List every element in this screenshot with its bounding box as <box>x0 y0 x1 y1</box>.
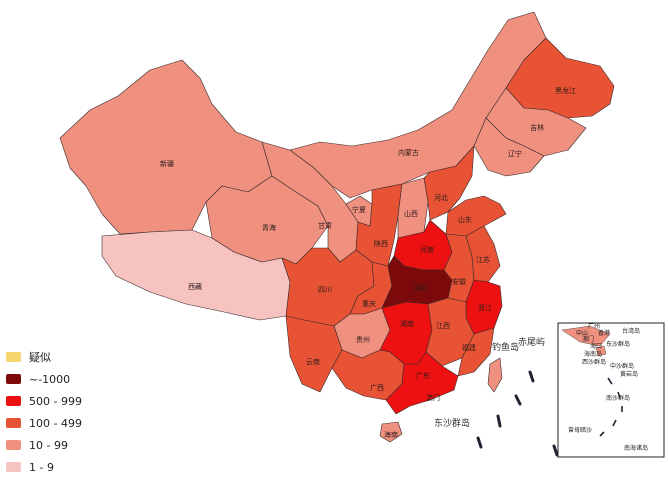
label-fujian: 福建 <box>462 343 476 352</box>
label-zhejiang: 浙江 <box>478 303 492 312</box>
legend-item-100-499[interactable]: 100 - 499 <box>6 412 116 434</box>
inset-title: 南海诸岛 <box>624 444 648 452</box>
legend-item-10-99[interactable]: 10 - 99 <box>6 434 116 456</box>
inset-label-xisha: 西沙群岛 <box>582 358 606 366</box>
region-taiwan[interactable] <box>487 357 503 393</box>
legend-label: 100 - 499 <box>29 416 82 430</box>
label-jiangxi: 江西 <box>436 322 450 330</box>
label-guizhou: 贵州 <box>356 335 370 344</box>
region-fujian[interactable] <box>457 327 495 377</box>
region-jiangsu[interactable] <box>465 225 501 283</box>
label-yunnan: 云南 <box>306 357 320 366</box>
inset-label-huangyan: 黄岩岛 <box>620 370 638 378</box>
legend-swatch <box>6 396 21 406</box>
label-chiwei: 赤尾屿 <box>518 337 545 348</box>
region-shanxi[interactable] <box>397 177 429 239</box>
label-anhui: 安徽 <box>452 277 466 286</box>
region-guangdong[interactable] <box>385 351 459 415</box>
label-chongqing: 重庆 <box>362 299 376 308</box>
label-hubei: 湖北 <box>414 283 428 292</box>
label-aomen: 澳门 <box>426 393 440 402</box>
region-hainan[interactable] <box>379 421 403 443</box>
label-gansu: 甘肃 <box>318 221 332 230</box>
label-hunan: 湖南 <box>400 319 414 328</box>
legend-item-1-9[interactable]: 1 - 9 <box>6 456 116 478</box>
south-china-sea-inset: 广州 中山 澳门 香港 台湾岛 海口 东沙群岛 海南岛 西沙群岛 中沙群岛 黄岩… <box>557 322 665 458</box>
inset-label-haikou: 海口 <box>590 342 602 350</box>
label-xinjiang: 新疆 <box>160 159 174 168</box>
label-guangxi: 广西 <box>370 383 384 392</box>
region-yunnan[interactable] <box>285 315 343 393</box>
legend-swatch <box>6 462 21 472</box>
label-xizang: 西藏 <box>188 282 202 291</box>
region-liaoning[interactable] <box>473 117 545 177</box>
inset-label-zhongsha: 中沙群岛 <box>610 362 634 370</box>
label-henan: 河南 <box>420 245 434 254</box>
legend-label: 10 - 99 <box>29 438 68 452</box>
inset-label-taiwandao: 台湾岛 <box>622 327 640 335</box>
label-neimenggu: 内蒙古 <box>398 148 419 157</box>
label-jiangsu: 江苏 <box>476 255 490 264</box>
label-shandong: 山东 <box>458 215 472 224</box>
legend-item-500-999[interactable]: 500 - 999 <box>6 390 116 412</box>
nine-dash-line <box>476 370 559 457</box>
legend-swatch <box>6 440 21 450</box>
legend-label: 500 - 999 <box>29 394 82 408</box>
label-diaoyu: 钓鱼岛 <box>492 341 519 353</box>
label-jilin: 吉林 <box>530 123 544 132</box>
inset-label-xianggang: 香港 <box>598 329 610 337</box>
label-shanxi: 山西 <box>404 209 418 218</box>
label-sichuan: 四川 <box>318 286 332 294</box>
legend-swatch <box>6 352 21 362</box>
inset-label-aomen: 澳门 <box>582 335 594 343</box>
inset-label-nansha: 南沙群岛 <box>606 394 630 402</box>
legend: 疑似 ~-1000 500 - 999 100 - 499 10 - 99 1 … <box>6 346 116 478</box>
legend-label: 疑似 <box>29 351 51 364</box>
region-qinghai[interactable] <box>205 175 329 265</box>
legend-label: 1 - 9 <box>29 460 54 474</box>
label-guangdong: 广东 <box>416 371 430 380</box>
legend-swatch <box>6 374 21 384</box>
label-shaanxi: 陕西 <box>374 239 388 248</box>
inset-label-dongsha: 东沙群岛 <box>606 340 630 348</box>
legend-label: ~-1000 <box>29 372 71 386</box>
inset-label-guangzhou: 广州 <box>588 322 600 330</box>
inset-label-zhongshan: 中山 <box>576 329 588 337</box>
legend-swatch <box>6 418 21 428</box>
china-map: 新疆 西藏 青海 甘肃 内蒙古 黑龙江 吉林 辽宁 宁夏 陕西 山西 河北 山东… <box>59 11 665 458</box>
label-hebei: 河北 <box>434 194 448 202</box>
inset-label-zengmu: 曾母暗沙 <box>568 426 592 434</box>
label-ningxia: 宁夏 <box>352 205 366 214</box>
label-liaoning: 辽宁 <box>508 149 522 158</box>
label-qinghai: 青海 <box>262 223 276 232</box>
inset-label-hainandao: 海南岛 <box>584 350 602 358</box>
region-hebei[interactable] <box>423 145 475 221</box>
label-heilongjiang: 黑龙江 <box>555 86 576 95</box>
label-hainan: 海南 <box>384 430 398 439</box>
label-dongsha: 东沙群岛 <box>434 417 470 429</box>
legend-item-1000[interactable]: ~-1000 <box>6 368 116 390</box>
legend-item-suspected[interactable]: 疑似 <box>6 346 116 368</box>
